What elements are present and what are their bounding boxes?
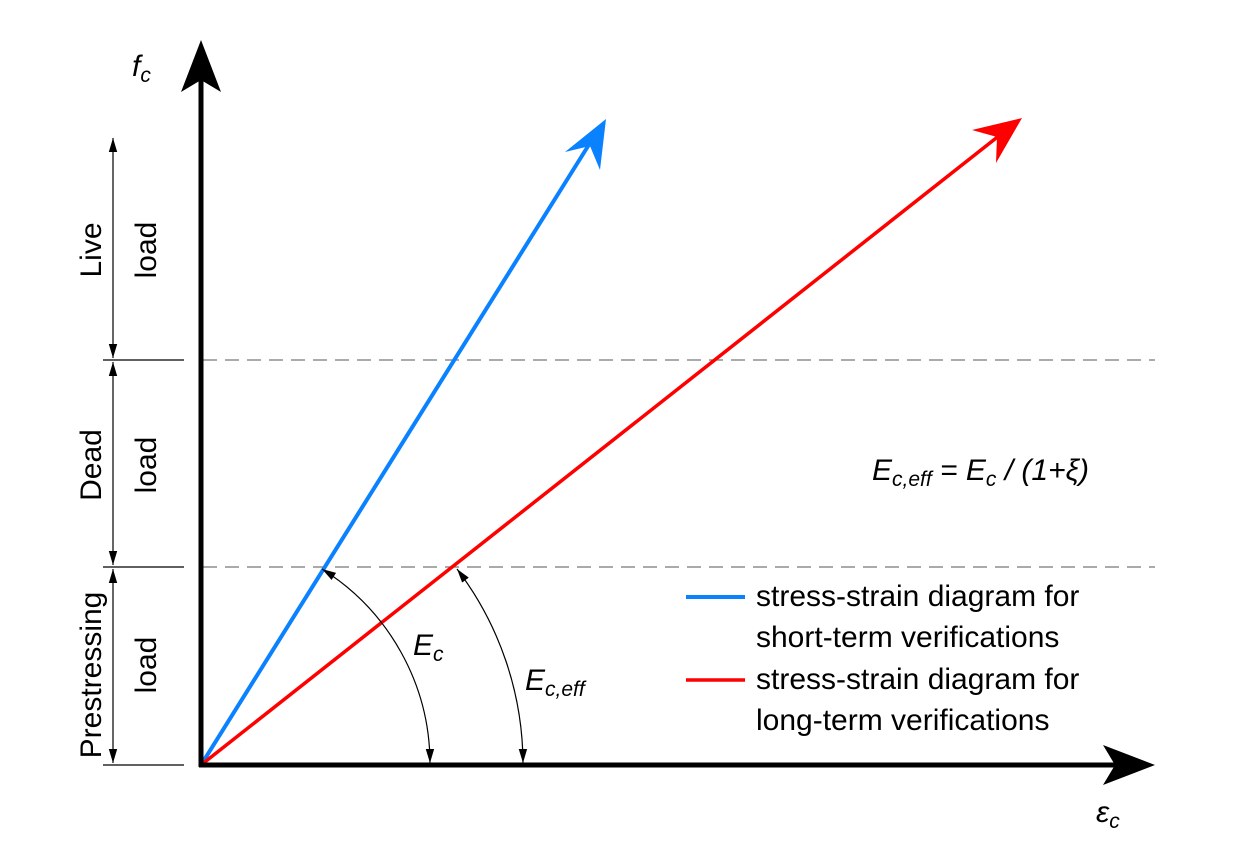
- y-axis-label: fc: [132, 50, 151, 87]
- live-label: Live: [75, 222, 108, 277]
- short-term-line: [199, 141, 592, 767]
- x-axis-arrowhead: [1103, 745, 1155, 785]
- effective-modulus-formula: Ec,eff = Ec / (1+ξ): [872, 454, 1089, 491]
- live-load-label: load: [130, 222, 163, 279]
- ec-eff-angle-arc: [456, 568, 528, 764]
- prestressing-label: Prestressing: [75, 592, 108, 759]
- legend-long-term-line1: stress-strain diagram for: [756, 663, 1079, 696]
- legend-short-term-line2: short-term verifications: [756, 621, 1059, 654]
- y-axis-arrowhead: [181, 40, 221, 92]
- long-term-arrowhead: [972, 118, 1022, 163]
- short-term-arrowhead: [565, 119, 606, 170]
- legend-long-term-line2: long-term verifications: [756, 704, 1049, 737]
- dead-label: Dead: [75, 429, 108, 501]
- prestressing-load-label: load: [130, 637, 163, 694]
- legend-short-term-line1: stress-strain diagram for: [756, 580, 1079, 613]
- x-axis-label: εc: [1096, 796, 1120, 833]
- ec-angle-arc: [321, 568, 435, 764]
- ec-label: Ec: [413, 629, 444, 666]
- legend: stress-strain diagram for short-term ver…: [686, 580, 1079, 737]
- ec-eff-label: Ec,eff: [525, 664, 587, 701]
- dead-load-label: load: [130, 437, 163, 494]
